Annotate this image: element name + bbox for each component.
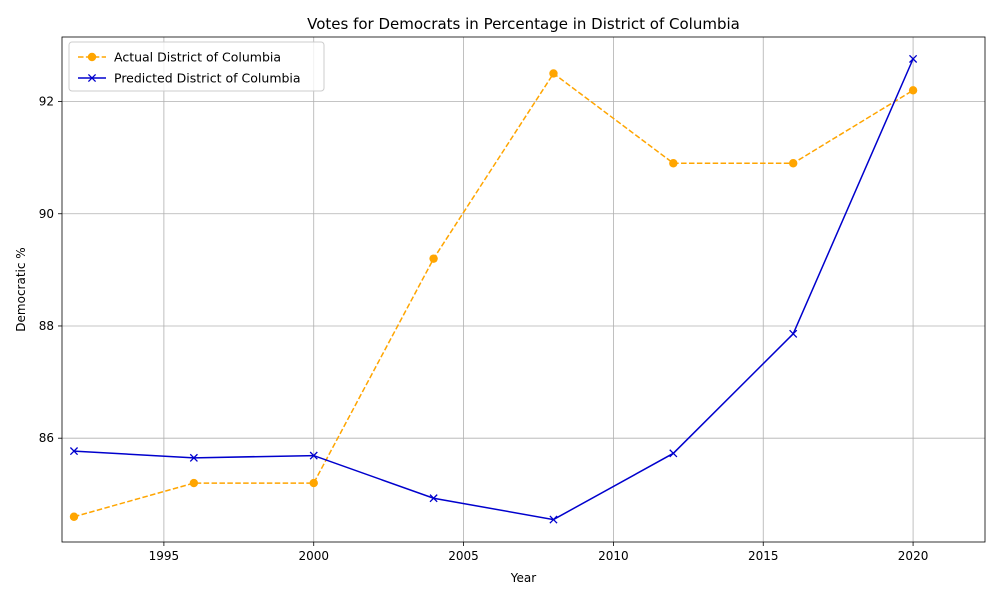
data-point <box>69 512 79 521</box>
data-point <box>549 69 558 78</box>
y-tick-label: 86 <box>39 431 54 445</box>
x-axis: 1995 2000 2005 2010 2015 2020 <box>149 542 929 563</box>
y-tick-label: 90 <box>39 207 54 221</box>
data-point <box>549 515 558 524</box>
legend-label: Predicted District of Columbia <box>114 71 301 86</box>
x-tick-label: 2010 <box>598 549 629 563</box>
legend-entry: Predicted District of Columbia <box>78 71 301 86</box>
grid-lines <box>62 37 985 542</box>
legend: Actual District of Columbia Predicted Dis… <box>68 41 325 92</box>
y-axis: 86 88 90 92 <box>39 95 62 445</box>
series-actual <box>69 69 918 521</box>
series-line <box>73 72 914 518</box>
x-axis-label: Year <box>510 571 536 585</box>
y-tick-label: 88 <box>39 319 54 333</box>
series-predicted <box>69 54 918 524</box>
data-point <box>908 86 918 95</box>
x-tick-label: 2020 <box>898 549 929 563</box>
legend-marker <box>87 73 97 83</box>
data-point <box>429 254 438 263</box>
data-point <box>789 329 798 338</box>
data-point <box>909 54 918 63</box>
x-tick-label: 2015 <box>748 549 779 563</box>
plot-frame <box>61 36 986 543</box>
data-point <box>669 449 678 458</box>
data-point <box>189 453 198 462</box>
x-tick-label: 2000 <box>298 549 329 563</box>
x-tick-label: 2005 <box>448 549 479 563</box>
data-point <box>429 494 438 503</box>
data-point <box>789 159 798 168</box>
legend-entry: Actual District of Columbia <box>78 50 281 65</box>
chart-title: Votes for Democrats in Percentage in Dis… <box>307 15 740 33</box>
data-point <box>69 447 79 456</box>
series-line <box>73 58 914 521</box>
legend-marker <box>87 52 97 62</box>
data-point <box>669 159 678 168</box>
y-axis-label: Democratic % <box>14 247 28 331</box>
legend-label: Actual District of Columbia <box>114 50 281 65</box>
data-point <box>189 478 199 488</box>
y-tick-label: 92 <box>39 95 54 109</box>
data-point <box>309 478 318 488</box>
series-layer <box>69 54 918 524</box>
data-point <box>309 451 318 460</box>
x-tick-label: 1995 <box>149 549 180 563</box>
legend-box <box>68 41 325 92</box>
